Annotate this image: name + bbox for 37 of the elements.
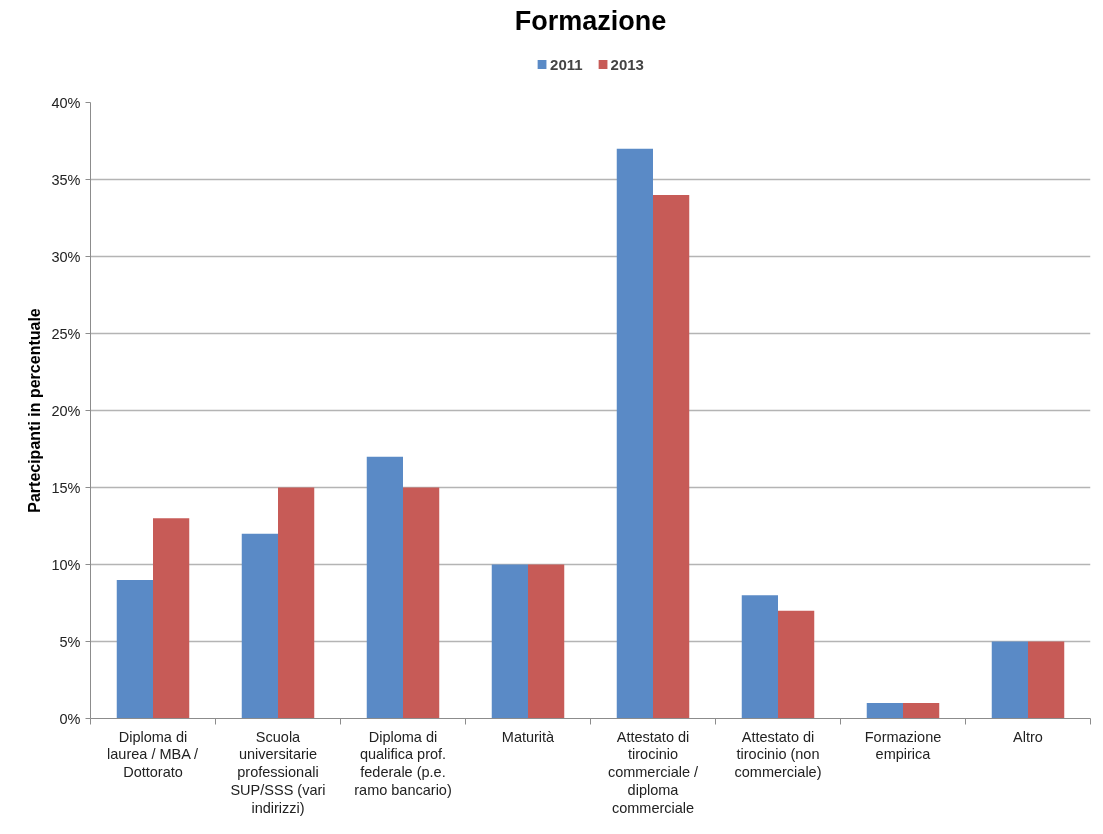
x-tick-label: Diploma di laurea / MBA / Dottorato <box>107 728 200 781</box>
bar <box>366 456 403 719</box>
chart-title: Formazione <box>514 5 667 36</box>
bar <box>653 194 690 719</box>
bar <box>278 487 315 719</box>
bar <box>903 703 940 719</box>
y-tick-label: 10% <box>51 556 81 573</box>
legend-label: 2013 <box>610 55 644 73</box>
bar <box>116 579 153 719</box>
y-tick-label: 15% <box>51 479 81 496</box>
bar <box>616 148 653 719</box>
x-tick-label: Altro <box>1013 728 1043 745</box>
y-tick-label: 0% <box>59 710 81 727</box>
bar <box>778 610 815 719</box>
bar <box>866 703 903 719</box>
bar <box>1028 641 1065 719</box>
bar <box>403 487 440 719</box>
y-tick-label: 40% <box>51 94 81 111</box>
bar <box>991 641 1028 719</box>
x-tick-label: Attestato di tirocinio (non commerciale) <box>734 728 822 781</box>
y-tick-label: 35% <box>51 171 81 188</box>
x-tick-label: Diploma di qualifica prof. federale (p.e. ramo bancario) <box>354 728 452 799</box>
x-tick-label: Attestato di tirocinio commerciale / diploma commerciale <box>607 728 700 817</box>
y-tick-label: 30% <box>51 248 81 265</box>
bar <box>241 533 278 719</box>
legend-label: 2011 <box>550 55 583 73</box>
bar <box>741 595 778 719</box>
bar <box>491 564 528 719</box>
bar <box>528 564 565 719</box>
y-axis-title: Partecipanti in percentuale <box>26 308 44 513</box>
x-tick-label: Formazione empirica <box>864 728 942 763</box>
y-tick-label: 20% <box>51 402 81 419</box>
y-tick-label: 5% <box>59 633 81 650</box>
bar <box>153 518 190 719</box>
x-tick-label: Scuola universitarie professionali SUP/SSS (vari indirizzi) <box>230 728 326 817</box>
x-tick-label: Maturità <box>501 728 556 745</box>
y-tick-label: 25% <box>51 325 81 342</box>
